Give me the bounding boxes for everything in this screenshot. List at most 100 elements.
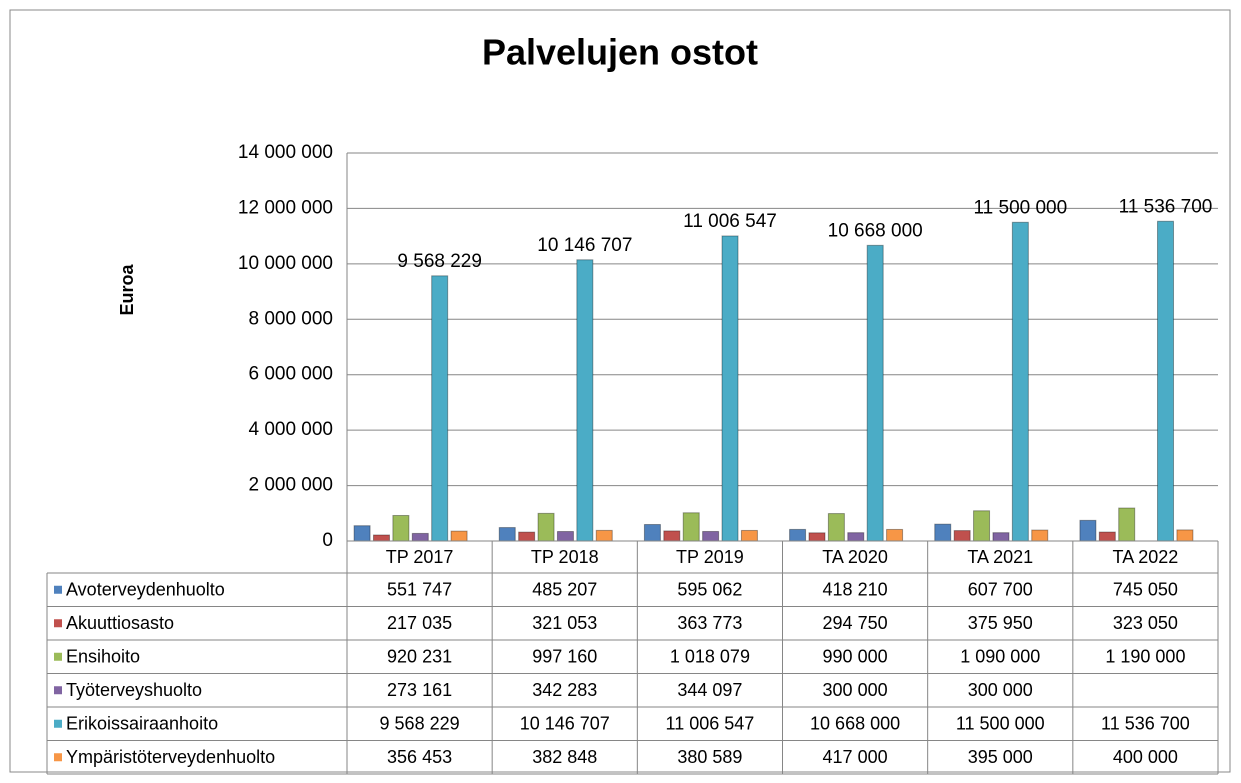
bar [886,528,904,542]
table-cell: 485 207 [532,580,597,600]
bar [721,235,739,542]
legend-key [54,719,62,728]
y-tick-label: 12 000 000 [238,197,333,218]
table-cell: 418 210 [823,580,888,600]
data-label: 11 536 700 [1119,196,1213,217]
bar [740,529,758,542]
table-cell: 607 700 [968,580,1033,600]
table-cell: 997 160 [532,647,597,667]
table-cell: 294 750 [823,613,888,633]
bar [411,532,429,542]
table-cell: 217 035 [387,613,452,633]
table-cell: 1 190 000 [1105,647,1185,667]
legend-label: Erikoissairaanhoito [66,714,218,734]
bar [1011,221,1029,542]
table-cell: 380 589 [677,747,742,767]
y-tick-label: 10 000 000 [238,253,333,274]
bar [643,524,661,542]
chart-title: Palvelujen ostot [482,32,758,73]
bar [431,275,449,542]
table-cell: 920 231 [387,647,452,667]
table-cell: 11 500 000 [956,714,1045,734]
table-cell: 300 000 [823,680,888,700]
y-tick-label: 4 000 000 [248,419,333,440]
bar [663,530,681,542]
table-cell: 417 000 [823,747,888,767]
bar [827,513,845,542]
bar [953,530,971,542]
legend-key [54,652,62,661]
y-tick-label: 14 000 000 [238,142,333,163]
table-cell: 342 283 [532,680,597,700]
bar [498,527,516,542]
y-tick-label: 8 000 000 [248,308,333,329]
bar [595,529,613,542]
table-cell: 273 161 [387,680,452,700]
table-cell: 11 006 547 [666,714,755,734]
bar [1176,529,1194,542]
table-cell: 344 097 [677,680,742,700]
data-label: 10 146 707 [537,235,632,256]
legend-label: Avoterveydenhuolto [66,580,225,600]
table-cell: 1 018 079 [670,647,750,667]
bar [682,512,700,542]
x-tick-label: TP 2019 [676,547,744,567]
bar [1031,529,1049,542]
bar [789,528,807,542]
data-label: 9 568 229 [397,251,482,272]
table-cell: 382 848 [532,747,597,767]
table-cell: 11 536 700 [1101,714,1190,734]
x-tick-label: TP 2017 [386,547,454,567]
y-tick-label: 0 [322,530,333,551]
table-cell: 1 090 000 [960,647,1040,667]
legend-key [54,753,62,762]
legend-key [54,686,62,695]
y-tick-label: 6 000 000 [248,364,333,385]
table-cell: 395 000 [968,747,1033,767]
bar [372,534,390,542]
table-cell: 10 146 707 [520,714,610,734]
x-tick-label: TA 2021 [967,547,1033,567]
legend-label: Työterveyshuolto [66,680,202,700]
table-cell: 400 000 [1113,747,1178,767]
table-cell: 300 000 [968,680,1033,700]
data-label: 11 006 547 [683,211,777,232]
table-cell: 363 773 [677,613,742,633]
table-cell: 10 668 000 [810,714,900,734]
bar [1157,220,1175,542]
table-cell: 595 062 [677,580,742,600]
x-tick-label: TA 2020 [822,547,888,567]
y-axis-label: Euroa [117,264,137,316]
bar [518,531,536,542]
legend-key [54,619,62,628]
bar [537,512,555,542]
bar [847,532,865,542]
table-cell: 323 050 [1113,613,1178,633]
table-cell: 356 453 [387,747,452,767]
legend-label: Akuuttiosasto [66,613,174,633]
table-cell: 321 053 [532,613,597,633]
chart-border [9,9,1231,773]
table-cell: 9 568 229 [380,714,460,734]
legend-key [54,585,62,594]
bar [808,532,826,542]
table-cell: 745 050 [1113,580,1178,600]
table-cell: 375 950 [968,613,1033,633]
x-tick-label: TP 2018 [531,547,599,567]
bar [450,530,468,542]
table-cell: 990 000 [823,647,888,667]
x-tick-label: TA 2022 [1113,547,1179,567]
bar [934,523,952,542]
bar [1118,507,1136,542]
y-tick-label: 2 000 000 [248,475,333,496]
bar [556,531,574,542]
bar [702,530,720,542]
table-cell: 551 747 [387,580,452,600]
bar [1098,531,1116,542]
data-label: 11 500 000 [974,197,1068,218]
legend-label: Ympäristöterveydenhuolto [66,747,275,767]
bar [992,532,1010,542]
bar [1079,519,1097,542]
bar [866,244,884,542]
